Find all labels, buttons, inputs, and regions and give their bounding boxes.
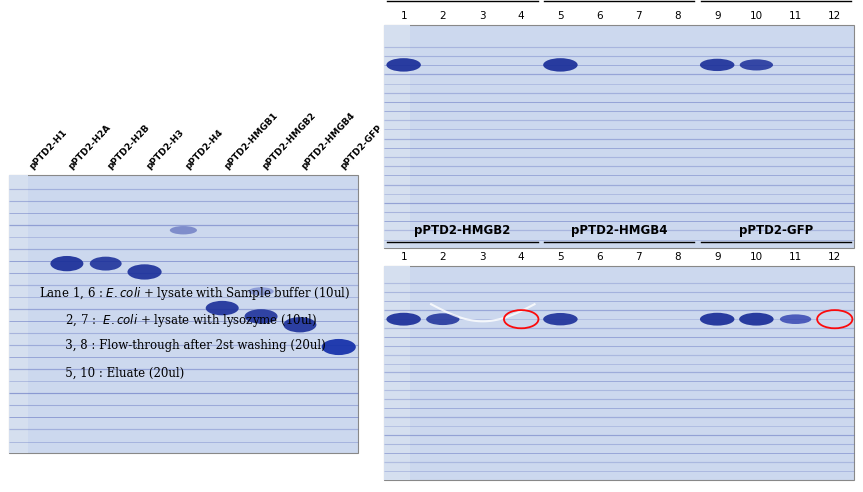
Ellipse shape	[50, 256, 84, 271]
Text: 2, 7 :  $\it{E.coli}$ + lysate with lysozyme (10ul): 2, 7 : $\it{E.coli}$ + lysate with lysoz…	[39, 312, 317, 330]
Text: 10: 10	[750, 252, 763, 262]
Ellipse shape	[740, 60, 773, 70]
Text: pPTD2-HMGB4: pPTD2-HMGB4	[571, 224, 667, 237]
Ellipse shape	[283, 317, 317, 333]
Ellipse shape	[739, 313, 773, 326]
Text: 12: 12	[828, 252, 841, 262]
Ellipse shape	[249, 287, 274, 296]
Text: 2: 2	[439, 252, 446, 262]
Text: 7: 7	[635, 252, 642, 262]
Text: pPTD2-H2B: pPTD2-H2B	[106, 123, 152, 171]
Text: 8: 8	[675, 252, 681, 262]
Ellipse shape	[543, 58, 577, 72]
Ellipse shape	[700, 59, 734, 71]
Text: pPTD2-HMGB2: pPTD2-HMGB2	[261, 111, 318, 171]
Text: 4: 4	[518, 252, 525, 262]
Text: pPTD2-H1: pPTD2-H1	[28, 127, 69, 171]
Bar	[384, 25, 854, 248]
Bar	[384, 266, 410, 480]
Text: 5, 10 : Eluate (20ul): 5, 10 : Eluate (20ul)	[39, 367, 184, 379]
Ellipse shape	[700, 313, 734, 326]
Text: 2: 2	[439, 11, 446, 21]
Ellipse shape	[543, 313, 577, 325]
Text: 11: 11	[789, 252, 803, 262]
Ellipse shape	[205, 301, 239, 315]
Ellipse shape	[426, 313, 459, 325]
Text: pPTD2-HMGB1: pPTD2-HMGB1	[222, 111, 280, 171]
Text: pPTD2-H2A: pPTD2-H2A	[67, 123, 113, 171]
Text: 9: 9	[714, 252, 721, 262]
Text: 6: 6	[596, 11, 603, 21]
Ellipse shape	[128, 264, 161, 279]
Text: pPTD2-GFP: pPTD2-GFP	[739, 224, 813, 237]
Text: pPTD2-H4: pPTD2-H4	[184, 127, 224, 171]
Text: 5: 5	[557, 252, 564, 262]
Text: pPTD2-HMGB4: pPTD2-HMGB4	[300, 111, 357, 171]
Text: 4: 4	[518, 11, 525, 21]
Text: 1: 1	[400, 252, 407, 262]
Text: 11: 11	[789, 11, 803, 21]
Ellipse shape	[322, 339, 356, 355]
Text: 3, 8 : Flow-through after 2st washing (20ul): 3, 8 : Flow-through after 2st washing (2…	[39, 339, 325, 352]
Text: 6: 6	[596, 252, 603, 262]
Bar	[9, 175, 28, 453]
Text: Lane 1, 6 : $\it{E.coli}$ + lysate with Sample buffer (10ul): Lane 1, 6 : $\it{E.coli}$ + lysate with …	[39, 285, 350, 303]
Text: 3: 3	[479, 11, 485, 21]
Text: 1: 1	[400, 11, 407, 21]
Text: 10: 10	[750, 11, 763, 21]
Text: pPTD2-HMGB2: pPTD2-HMGB2	[414, 224, 511, 237]
Text: 7: 7	[635, 11, 642, 21]
Text: 9: 9	[714, 11, 721, 21]
Text: pPTD2-GFP: pPTD2-GFP	[339, 123, 384, 171]
Text: 3: 3	[479, 252, 485, 262]
Ellipse shape	[170, 226, 197, 234]
Ellipse shape	[780, 314, 811, 324]
Text: pPTD2-H3: pPTD2-H3	[145, 127, 186, 171]
Text: 8: 8	[675, 11, 681, 21]
Ellipse shape	[244, 309, 278, 324]
Ellipse shape	[387, 58, 421, 72]
Text: 12: 12	[828, 11, 841, 21]
Bar	[9, 175, 358, 453]
Ellipse shape	[387, 313, 421, 326]
Ellipse shape	[90, 257, 122, 271]
Bar	[384, 266, 854, 480]
Text: 5: 5	[557, 11, 564, 21]
Bar	[384, 25, 410, 248]
